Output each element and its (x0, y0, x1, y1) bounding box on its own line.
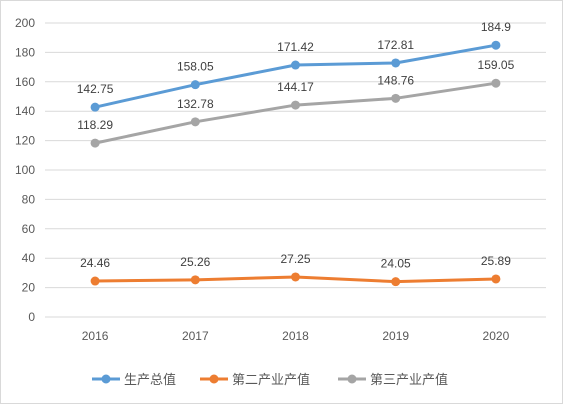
data-label: 171.42 (277, 40, 314, 54)
y-tick-label: 40 (22, 251, 36, 265)
x-tick-label: 2017 (182, 329, 209, 343)
legend-marker (347, 374, 357, 384)
data-label: 24.46 (80, 256, 110, 270)
y-axis-labels: 0 20 40 60 80 100 120 140 160 180 200 (15, 16, 35, 324)
data-label: 24.05 (381, 257, 411, 271)
data-point (190, 275, 200, 285)
data-point (391, 93, 401, 103)
x-tick-label: 2016 (82, 329, 109, 343)
data-point (291, 100, 300, 110)
x-tick-label: 2020 (483, 329, 510, 343)
y-tick-label: 200 (15, 16, 35, 30)
y-tick-label: 100 (15, 163, 35, 177)
legend-entry-2: 第三产业产值 (338, 372, 448, 387)
y-tick-label: 60 (22, 222, 36, 236)
legend-label: 第二产业产值 (232, 372, 310, 387)
data-point (190, 80, 200, 90)
data-label: 25.89 (481, 254, 511, 268)
x-axis-labels: 2016 2017 2018 2019 2020 (82, 329, 510, 343)
data-label: 118.29 (77, 118, 113, 132)
y-tick-label: 120 (15, 134, 35, 148)
y-tick-label: 180 (15, 45, 35, 59)
y-tick-label: 80 (22, 192, 36, 206)
data-point (90, 138, 100, 148)
series-lines (90, 40, 501, 287)
data-point (391, 58, 401, 68)
legend-entry-1: 第二产业产值 (200, 372, 310, 387)
data-point (291, 60, 300, 70)
legend-label: 第三产业产值 (370, 372, 448, 387)
data-label: 132.78 (177, 97, 214, 111)
data-label: 142.75 (77, 82, 114, 96)
data-point (491, 40, 501, 50)
data-point (491, 274, 501, 284)
data-labels: 142.75 158.05 171.42 172.81 184.9 24.46 25.26 2… (77, 20, 515, 270)
data-point (491, 78, 501, 88)
data-label: 184.9 (481, 20, 511, 34)
data-label: 158.05 (177, 60, 214, 74)
data-point (391, 277, 401, 287)
y-tick-label: 20 (22, 281, 36, 295)
x-tick-label: 2018 (282, 329, 309, 343)
data-point (291, 272, 300, 282)
y-tick-label: 140 (15, 104, 35, 118)
data-label: 148.76 (377, 73, 414, 87)
data-label: 27.25 (280, 252, 310, 266)
y-tick-label: 0 (28, 310, 35, 324)
data-point (190, 117, 200, 127)
legend-label: 生产总值 (124, 372, 176, 387)
data-point (90, 102, 100, 112)
y-tick-label: 160 (15, 75, 35, 89)
legend-marker (209, 374, 219, 384)
data-label: 159.05 (478, 58, 515, 72)
legend: 生产总值 第二产业产值 第三产业产值 (92, 372, 448, 387)
legend-entry-0: 生产总值 (92, 372, 176, 387)
data-label: 25.26 (180, 255, 210, 269)
series-line-0 (94, 43, 497, 109)
x-tick-label: 2019 (382, 329, 409, 343)
data-label: 172.81 (377, 38, 414, 52)
data-point (90, 276, 100, 286)
legend-marker (101, 374, 111, 384)
data-label: 144.17 (277, 80, 314, 94)
